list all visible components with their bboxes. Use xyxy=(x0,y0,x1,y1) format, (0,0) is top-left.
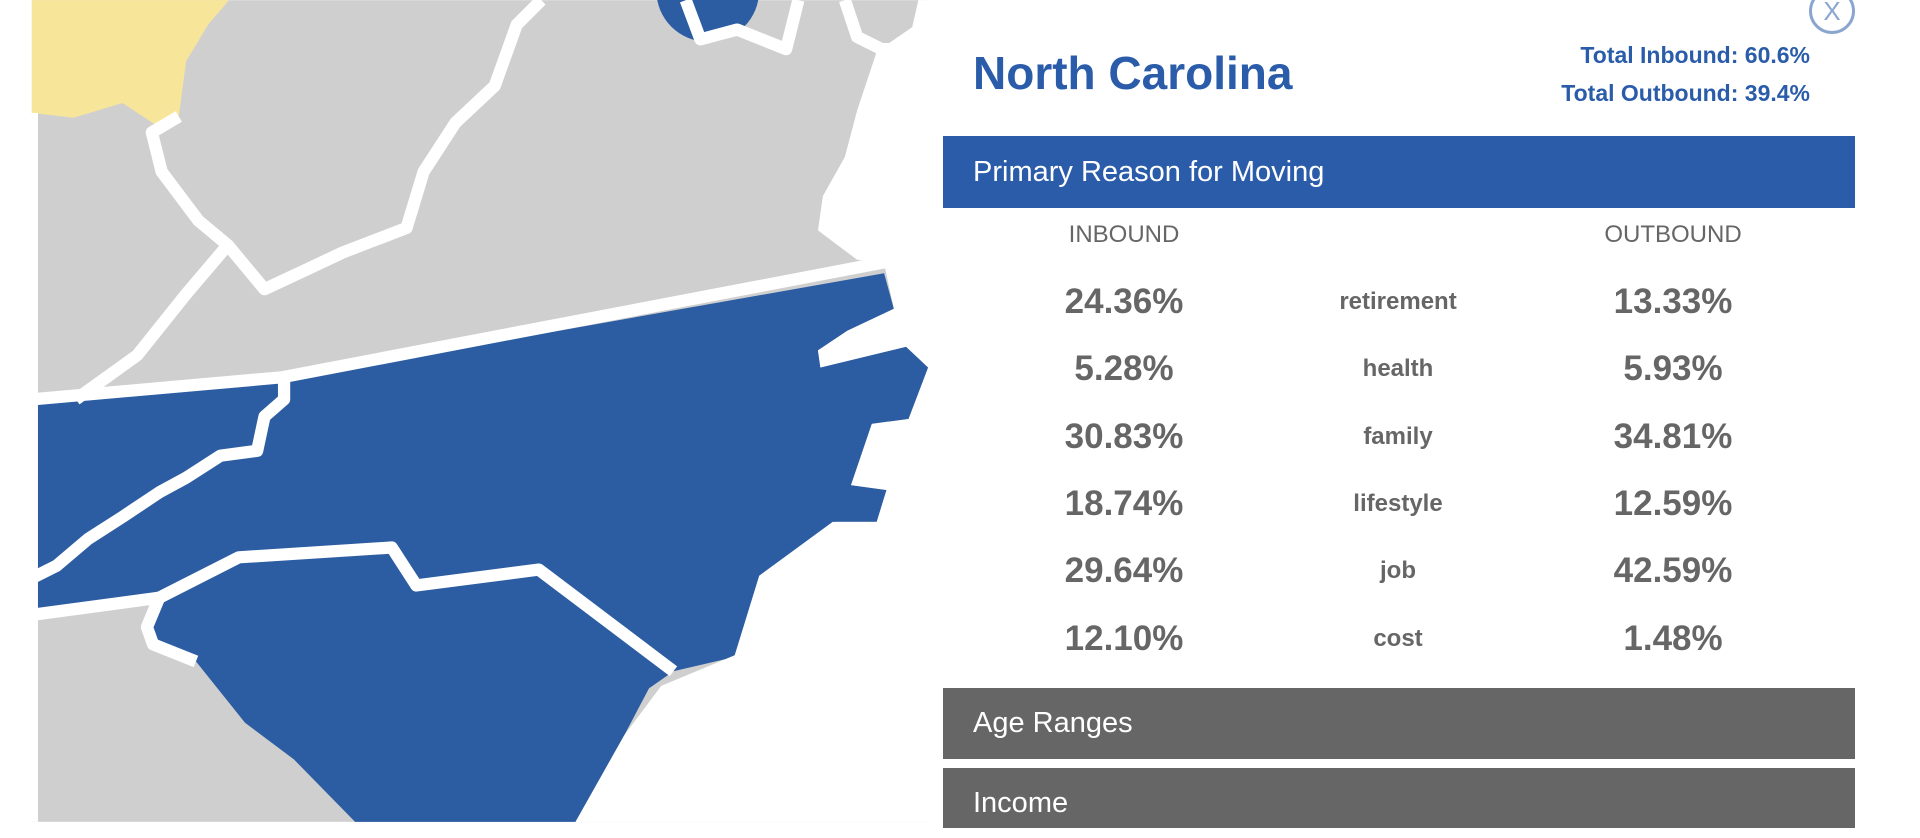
reason-label: lifestyle xyxy=(1353,489,1443,517)
section-age[interactable]: Age Ranges xyxy=(943,688,1855,759)
state-kentucky[interactable] xyxy=(31,0,229,129)
total-outbound: Total Outbound: 39.4% xyxy=(1561,80,1810,106)
ocean xyxy=(575,0,930,822)
outbound-value: 5.93% xyxy=(1623,349,1723,389)
inbound-value: 12.10% xyxy=(1064,618,1184,658)
state-south-carolina[interactable] xyxy=(146,547,674,822)
inbound-value: 18.74% xyxy=(1064,483,1184,523)
section-primary[interactable]: Primary Reason for Moving xyxy=(943,136,1855,208)
inbound-value: 24.36% xyxy=(1064,282,1184,321)
column-header: OUTBOUND xyxy=(1604,221,1742,248)
reason-label: job xyxy=(1380,557,1416,585)
state-borders xyxy=(25,0,919,822)
inbound-value: 5.28% xyxy=(1074,349,1174,389)
detail-panel: North Carolina Total Inbound: 60.6% Tota… xyxy=(943,0,1855,828)
outbound-value: 13.33% xyxy=(1613,282,1733,321)
outbound-value: 1.48% xyxy=(1623,618,1723,658)
reason-label: retirement xyxy=(1339,288,1457,315)
state-title: North Carolina xyxy=(973,47,1293,99)
total-inbound: Total Inbound: 60.6% xyxy=(1580,42,1810,68)
reason-label: cost xyxy=(1373,624,1423,652)
close-button[interactable]: X xyxy=(1809,0,1855,34)
outbound-value: 34.81% xyxy=(1613,416,1733,456)
map xyxy=(25,0,930,822)
reason-label: health xyxy=(1362,355,1434,383)
column-header: INBOUND xyxy=(1068,221,1180,248)
inbound-value: 29.64% xyxy=(1064,551,1184,591)
outbound-value: 12.59% xyxy=(1613,483,1733,523)
section-income[interactable]: Income xyxy=(943,768,1855,828)
outbound-value: 42.59% xyxy=(1613,551,1733,591)
reason-label: family xyxy=(1363,422,1433,450)
state-north-carolina[interactable] xyxy=(31,273,929,672)
inbound-value: 30.83% xyxy=(1064,416,1184,456)
